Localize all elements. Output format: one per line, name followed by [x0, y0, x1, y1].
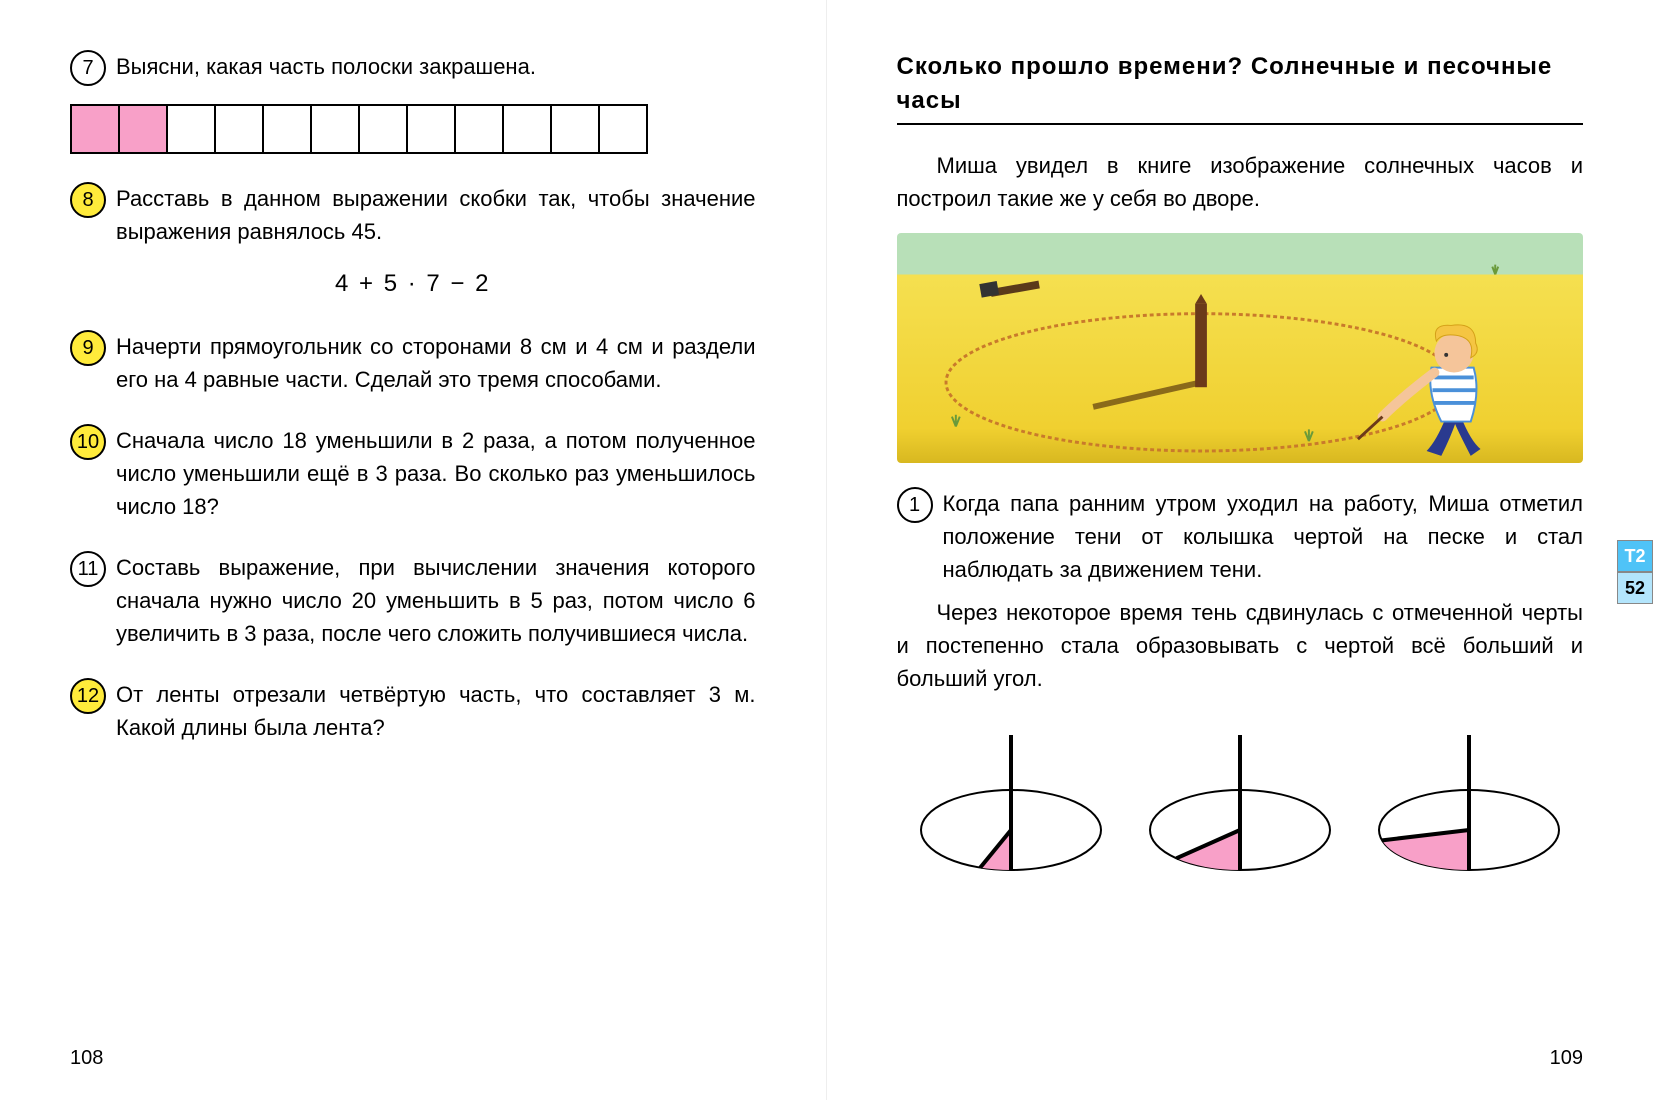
- task-9-text: Начерти прямоугольник со сторонами 8 см …: [116, 330, 756, 396]
- task-7: 7 Выясни, какая часть полоски закрашена.: [70, 50, 756, 154]
- task-10-text: Сначала число 18 уменьшили в 2 раза, а п…: [116, 424, 756, 523]
- section-title: Сколько прошло времени? Солнечные и песо…: [897, 50, 1584, 117]
- task-7-text: Выясни, какая часть полоски закрашена.: [116, 50, 756, 83]
- task-number-10: 10: [70, 424, 106, 460]
- page-number-left: 108: [70, 1047, 103, 1070]
- task-12: 12 От ленты отрезали четвёртую часть, чт…: [70, 678, 756, 744]
- sundial-diagram: [1140, 725, 1340, 885]
- task-8-formula: 4 + 5 · 7 − 2: [70, 266, 756, 302]
- task-1-para2: Через некоторое время тень сдвинулась с …: [897, 596, 1584, 695]
- fraction-strip: [70, 104, 756, 154]
- task-1-para1: Когда папа ранним утром уходил на работу…: [943, 487, 1584, 586]
- task-8: 8 Расставь в данном выражении скобки так…: [70, 182, 756, 302]
- sundial-diagram: [1369, 725, 1569, 885]
- strip-cell: [502, 104, 552, 154]
- task-number-11: 11: [70, 551, 106, 587]
- task-11-text: Составь выражение, при вычислении значен…: [116, 551, 756, 650]
- task-1: 1 Когда папа ранним утром уходил на рабо…: [897, 487, 1584, 695]
- strip-cell: [310, 104, 360, 154]
- strip-cell: [166, 104, 216, 154]
- intro-text: Миша увидел в книге изображение солнечны…: [897, 149, 1584, 215]
- sundial-illustration: [897, 233, 1584, 463]
- page-right: Сколько прошло времени? Солнечные и песо…: [827, 0, 1653, 1100]
- task-number-9: 9: [70, 330, 106, 366]
- section-divider: [897, 123, 1584, 125]
- task-11: 11 Составь выражение, при вычислении зна…: [70, 551, 756, 650]
- task-number-12: 12: [70, 678, 106, 714]
- sundial-diagrams: [897, 725, 1584, 885]
- sundial-diagram: [911, 725, 1111, 885]
- margin-tag-t2: Т2: [1617, 540, 1653, 572]
- strip-cell: [118, 104, 168, 154]
- task-8-text: Расставь в данном выражении скобки так, …: [116, 182, 756, 248]
- task-number-1: 1: [897, 487, 933, 523]
- illustration-svg: [897, 233, 1584, 463]
- strip-cell: [262, 104, 312, 154]
- margin-tag-52: 52: [1617, 572, 1653, 604]
- strip-cell: [598, 104, 648, 154]
- margin-tags: Т2 52: [1617, 540, 1653, 604]
- strip-cell: [358, 104, 408, 154]
- task-number-7: 7: [70, 50, 106, 86]
- strip-cell: [550, 104, 600, 154]
- strip-cell: [406, 104, 456, 154]
- page-number-right: 109: [1550, 1047, 1583, 1070]
- page-left: 7 Выясни, какая часть полоски закрашена.…: [0, 0, 827, 1100]
- strip-cell: [214, 104, 264, 154]
- task-10: 10 Сначала число 18 уменьшили в 2 раза, …: [70, 424, 756, 523]
- strip-cell: [70, 104, 120, 154]
- task-9: 9 Начерти прямоугольник со сторонами 8 с…: [70, 330, 756, 396]
- task-number-8: 8: [70, 182, 106, 218]
- strip-cell: [454, 104, 504, 154]
- task-12-text: От ленты отрезали четвёртую часть, что с…: [116, 678, 756, 744]
